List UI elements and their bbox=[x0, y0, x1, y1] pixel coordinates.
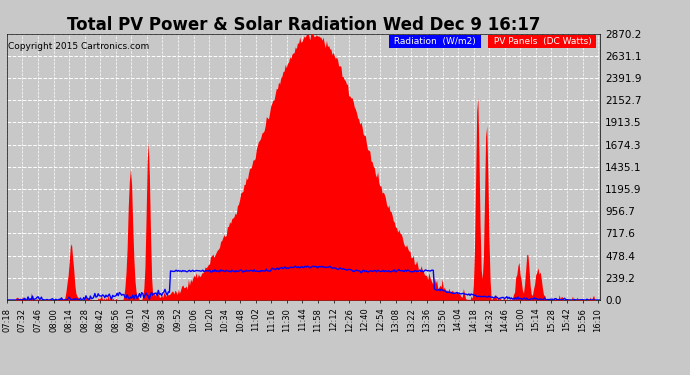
Title: Total PV Power & Solar Radiation Wed Dec 9 16:17: Total PV Power & Solar Radiation Wed Dec… bbox=[67, 16, 540, 34]
Text: PV Panels  (DC Watts): PV Panels (DC Watts) bbox=[491, 37, 594, 46]
Text: Copyright 2015 Cartronics.com: Copyright 2015 Cartronics.com bbox=[8, 42, 149, 51]
Text: Radiation  (W/m2): Radiation (W/m2) bbox=[391, 37, 479, 46]
